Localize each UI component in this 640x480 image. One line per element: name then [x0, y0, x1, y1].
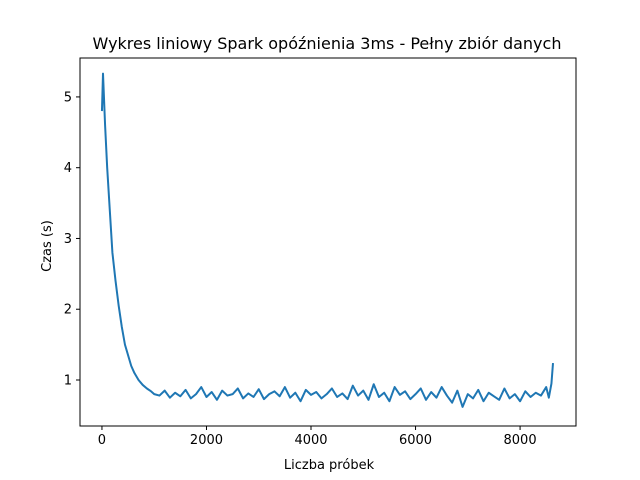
x-tick-label: 8000	[504, 433, 537, 448]
x-tick-label: 6000	[399, 433, 432, 448]
chart-title: Wykres liniowy Spark opóźnienia 3ms - Pe…	[93, 34, 562, 53]
y-tick-label: 5	[64, 90, 72, 105]
y-tick-label: 1	[64, 374, 72, 389]
x-tick-label: 4000	[294, 433, 327, 448]
y-tick-label: 2	[64, 303, 72, 318]
x-tick-label: 0	[98, 433, 106, 448]
x-axis-label: Liczba próbek	[284, 458, 375, 473]
plot-area: 0 2000 4000 6000 8000 1 2 3 4 5	[64, 57, 577, 448]
plot-frame	[79, 57, 577, 427]
x-tick-label: 2000	[190, 433, 223, 448]
y-axis-label: Czas (s)	[40, 220, 55, 272]
y-tick-label: 3	[64, 232, 72, 247]
series-line-0	[100, 72, 554, 408]
y-tick-label: 4	[64, 161, 72, 176]
